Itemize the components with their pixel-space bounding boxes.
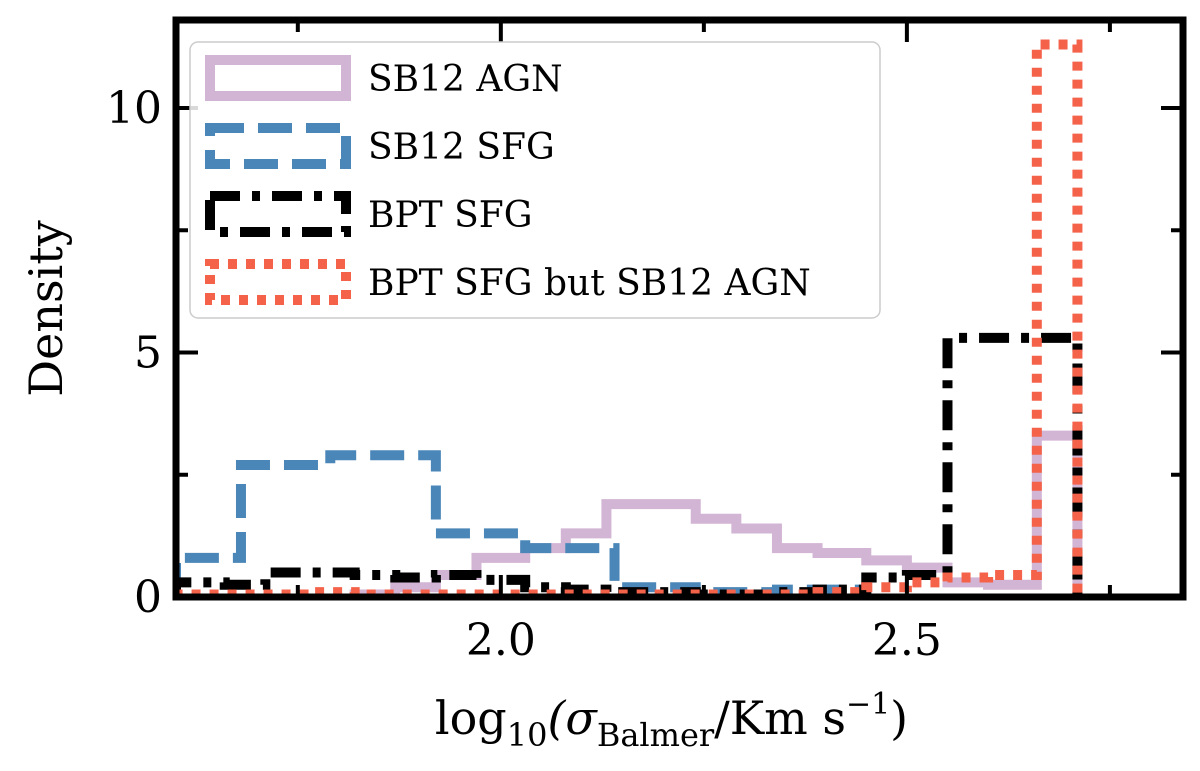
legend: SB12 AGN SB12 SFG BPT SFG BPT SFG but SB12 …: [189, 41, 881, 319]
x-axis-label: log10(σBalmer/Km s−1): [435, 687, 908, 754]
plot-frame: [172, 16, 1187, 601]
x-tick-label: 2.5: [872, 615, 942, 666]
y-tick-label: 0: [134, 572, 162, 623]
y-tick-label: 10: [106, 83, 162, 134]
x-axis-label-sup: −1: [846, 687, 890, 722]
legend-label: BPT SFG but SB12 AGN: [368, 263, 811, 304]
legend-swatch: [205, 259, 351, 305]
x-axis-label-sub2: Balmer: [597, 716, 715, 754]
x-tick-label: 2.0: [466, 615, 536, 666]
x-axis-label-close: ): [890, 691, 908, 745]
x-axis-label-mid: (σ: [547, 691, 598, 745]
legend-label: SB12 SFG: [368, 127, 555, 168]
legend-label: BPT SFG: [368, 195, 533, 236]
legend-swatch: [205, 55, 351, 101]
y-axis-label: Density: [19, 220, 73, 397]
legend-swatch: [205, 191, 351, 237]
legend-box: [189, 41, 881, 319]
x-axis-label-sub: 10: [507, 716, 548, 754]
series-2-step-line: [176, 450, 872, 597]
legend-swatch: [205, 123, 351, 169]
legend-label: SB12 AGN: [368, 59, 563, 100]
y-tick-label: 5: [134, 328, 162, 379]
x-axis-label-prefix: log: [435, 691, 507, 745]
x-axis-label-suffix: /Km s: [714, 691, 846, 745]
axis-ticks: 2.0 2.5 0 5 10: [106, 20, 1183, 666]
